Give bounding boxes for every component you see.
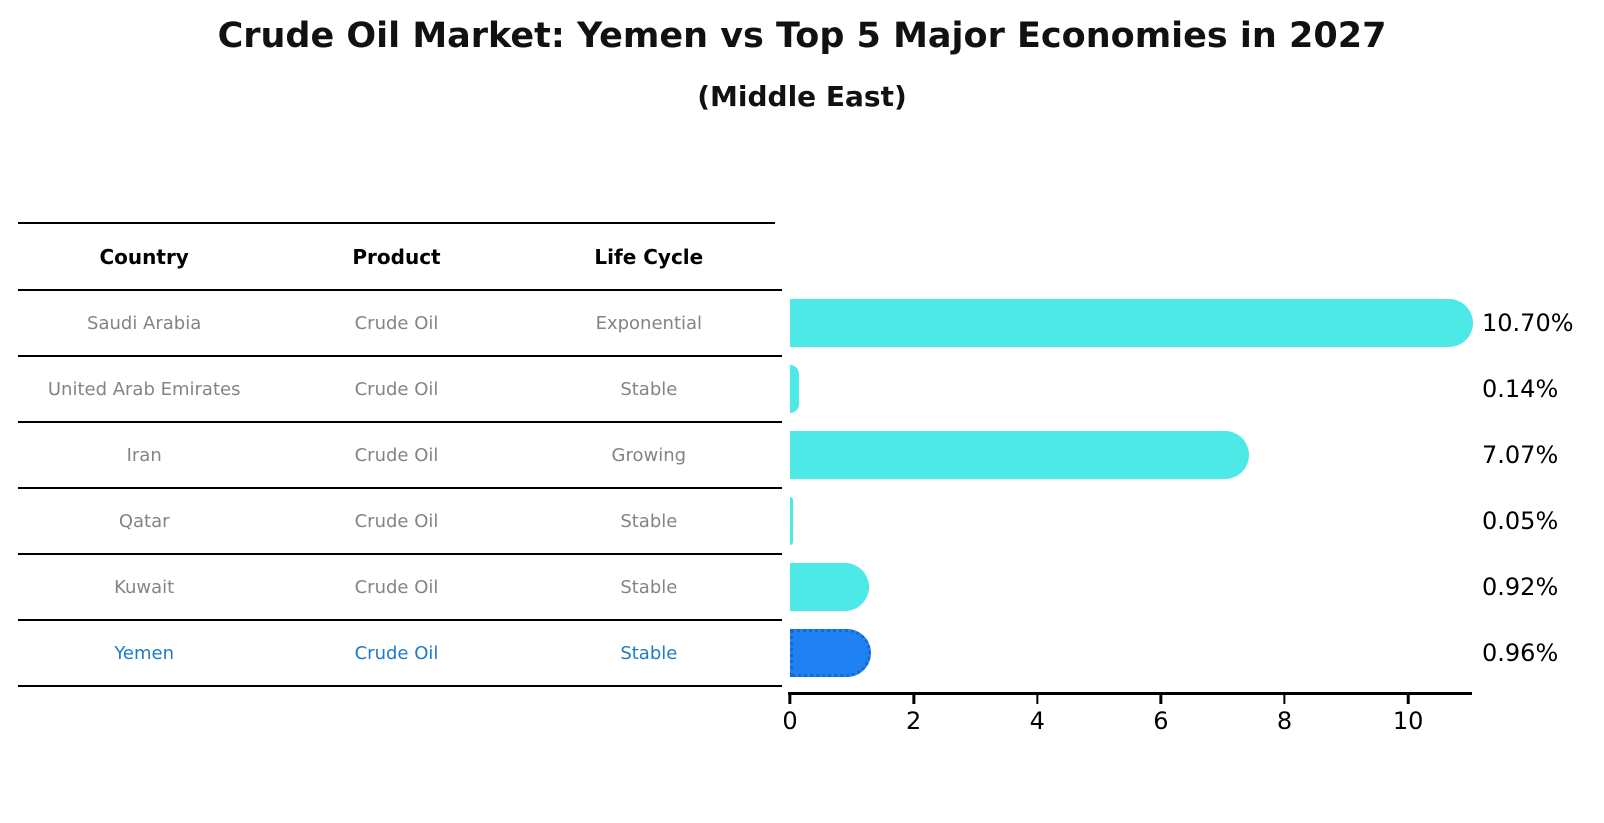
table-header-row: Country Product Life Cycle xyxy=(18,222,775,291)
y-axis-tick xyxy=(770,487,782,489)
cell-life-cycle: Stable xyxy=(620,510,678,532)
chart-title: Crude Oil Market: Yemen vs Top 5 Major E… xyxy=(217,16,1387,56)
x-tick: 10 xyxy=(1392,695,1424,735)
column-header-product: Product xyxy=(352,244,441,269)
table-row: Saudi Arabia Crude Oil Exponential xyxy=(18,291,775,357)
cell-product: Crude Oil xyxy=(354,576,439,598)
x-tick-mark xyxy=(1406,695,1410,704)
x-tick-label: 8 xyxy=(1276,707,1293,735)
cell-life-cycle: Exponential xyxy=(595,312,703,334)
x-tick-label: 2 xyxy=(905,707,922,735)
cell-product: Crude Oil xyxy=(354,312,439,334)
x-tick-label: 6 xyxy=(1153,707,1169,735)
bar-row: 0.05% xyxy=(790,488,1558,554)
y-axis-tick xyxy=(770,619,782,621)
x-tick: 2 xyxy=(906,695,921,735)
table-row-yemen: Yemen Crude Oil Stable xyxy=(18,621,775,687)
x-tick-mark xyxy=(1283,695,1286,704)
y-axis-tick xyxy=(770,685,782,687)
cell-product: Crude Oil xyxy=(354,378,439,400)
table-row: Qatar Crude Oil Stable xyxy=(18,489,775,555)
bar-row: 10.70% xyxy=(790,290,1574,356)
cell-product: Crude Oil xyxy=(354,642,439,664)
cell-life-cycle: Growing xyxy=(611,444,687,466)
column-header-life-cycle: Life Cycle xyxy=(594,244,704,269)
x-tick-label: 0 xyxy=(782,707,798,735)
value-label: 7.07% xyxy=(1482,441,1559,469)
x-axis-line xyxy=(788,692,1472,695)
bar-row: 0.96% xyxy=(790,620,1558,686)
value-label: 0.14% xyxy=(1482,375,1559,403)
table-row: United Arab Emirates Crude Oil Stable xyxy=(18,357,775,423)
value-label: 10.70% xyxy=(1482,309,1574,337)
y-axis-tick xyxy=(770,421,782,423)
cell-country: Kuwait xyxy=(114,576,175,598)
value-label: 0.92% xyxy=(1482,573,1559,601)
x-axis-ticks: 0 2 4 6 8 10 xyxy=(782,695,1470,747)
cell-country: United Arab Emirates xyxy=(47,378,241,400)
table-row: Kuwait Crude Oil Stable xyxy=(18,555,775,621)
cell-life-cycle: Stable xyxy=(620,576,678,598)
y-axis-tick xyxy=(770,553,782,555)
cell-product: Crude Oil xyxy=(354,510,439,532)
bar-united-arab-emirates xyxy=(790,365,799,413)
bar-qatar xyxy=(790,497,794,545)
column-header-country: Country xyxy=(99,244,189,269)
y-axis-tick xyxy=(770,289,782,291)
cell-country: Saudi Arabia xyxy=(87,312,202,334)
bar-yemen xyxy=(790,629,872,677)
cell-country: Yemen xyxy=(114,642,175,664)
x-tick-mark xyxy=(1159,695,1163,704)
bar-row: 0.14% xyxy=(790,356,1558,422)
value-label: 0.05% xyxy=(1482,507,1559,535)
chart-subtitle: (Middle East) xyxy=(697,80,907,113)
bar-chart-plot-area: 10.70% 0.14% 7.07% 0.05% 0.92% 0.96% xyxy=(770,289,1574,687)
value-label: 0.96% xyxy=(1482,639,1559,667)
x-tick-mark xyxy=(912,695,915,704)
x-tick: 0 xyxy=(782,695,798,735)
cell-life-cycle: Stable xyxy=(620,642,678,664)
bar-kuwait xyxy=(790,563,869,611)
bar-iran xyxy=(790,431,1250,479)
country-info-table: Country Product Life Cycle Saudi Arabia … xyxy=(18,222,775,687)
x-tick: 6 xyxy=(1153,695,1169,735)
bar-row: 7.07% xyxy=(790,422,1558,488)
x-tick: 4 xyxy=(1030,695,1045,735)
table-row: Iran Crude Oil Growing xyxy=(18,423,775,489)
cell-country: Qatar xyxy=(118,510,170,532)
x-tick-label: 10 xyxy=(1392,707,1424,735)
y-axis-tick xyxy=(770,355,782,357)
x-tick-mark xyxy=(788,695,792,704)
cell-life-cycle: Stable xyxy=(620,378,678,400)
x-tick-label: 4 xyxy=(1029,707,1045,735)
x-tick-mark xyxy=(1036,695,1039,704)
cell-product: Crude Oil xyxy=(354,444,439,466)
bar-row: 0.92% xyxy=(790,554,1558,620)
cell-country: Iran xyxy=(126,444,162,466)
x-tick: 8 xyxy=(1277,695,1292,735)
bar-saudi-arabia xyxy=(790,299,1474,347)
